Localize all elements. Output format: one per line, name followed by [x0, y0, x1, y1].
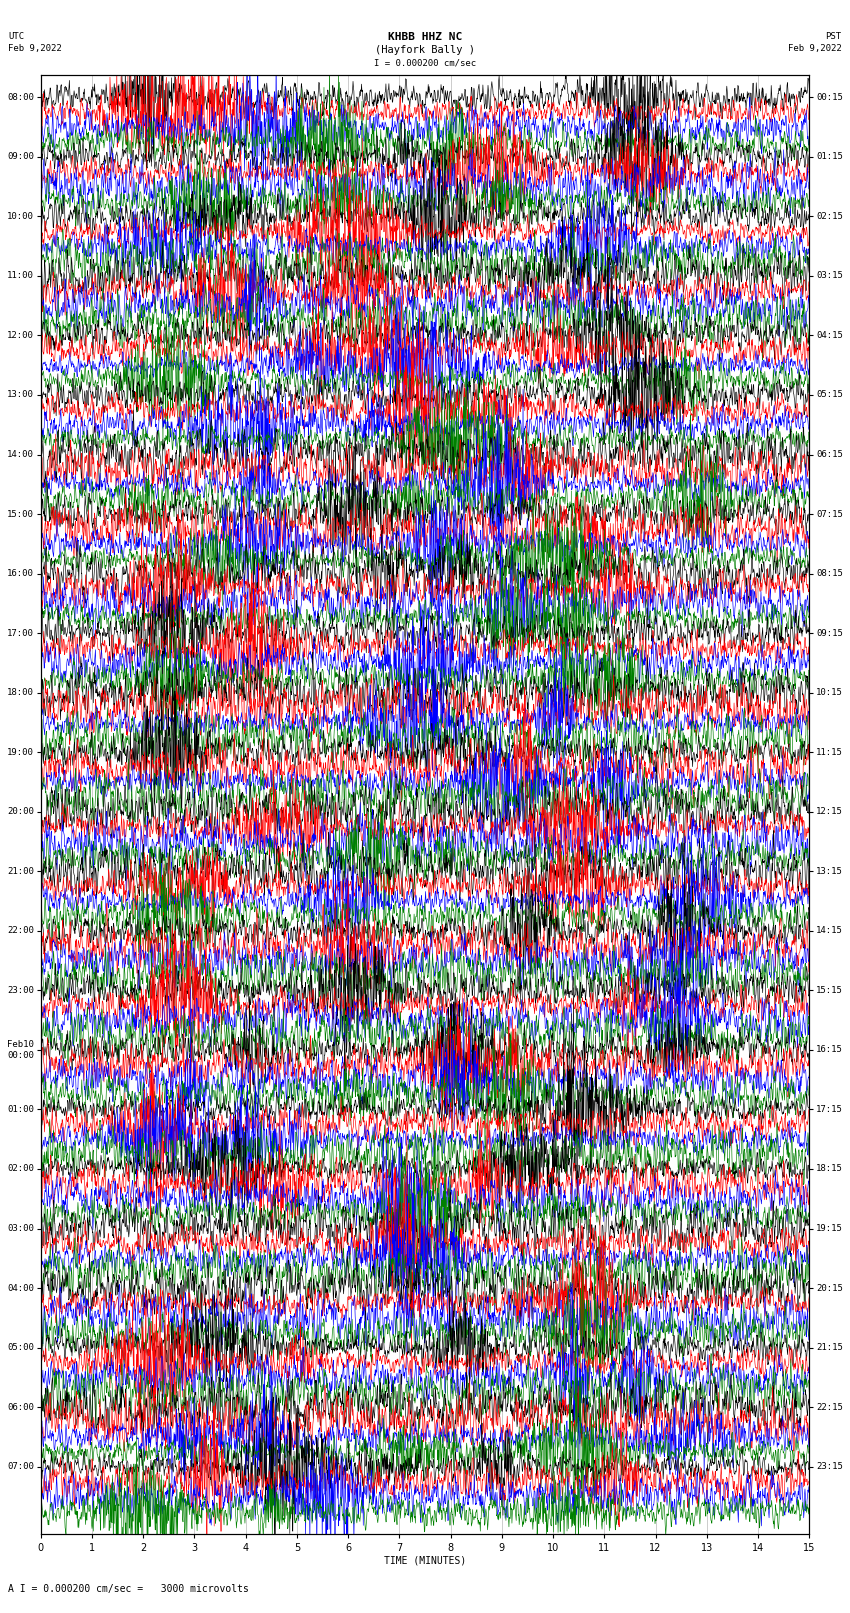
Text: A I = 0.000200 cm/sec =   3000 microvolts: A I = 0.000200 cm/sec = 3000 microvolts: [8, 1584, 249, 1594]
Text: (Hayfork Bally ): (Hayfork Bally ): [375, 45, 475, 55]
Text: KHBB HHZ NC: KHBB HHZ NC: [388, 32, 462, 42]
Text: Feb 9,2022: Feb 9,2022: [8, 44, 62, 53]
Text: PST: PST: [825, 32, 842, 42]
Text: UTC: UTC: [8, 32, 25, 42]
X-axis label: TIME (MINUTES): TIME (MINUTES): [384, 1555, 466, 1566]
Text: I = 0.000200 cm/sec: I = 0.000200 cm/sec: [374, 58, 476, 68]
Text: Feb 9,2022: Feb 9,2022: [788, 44, 842, 53]
